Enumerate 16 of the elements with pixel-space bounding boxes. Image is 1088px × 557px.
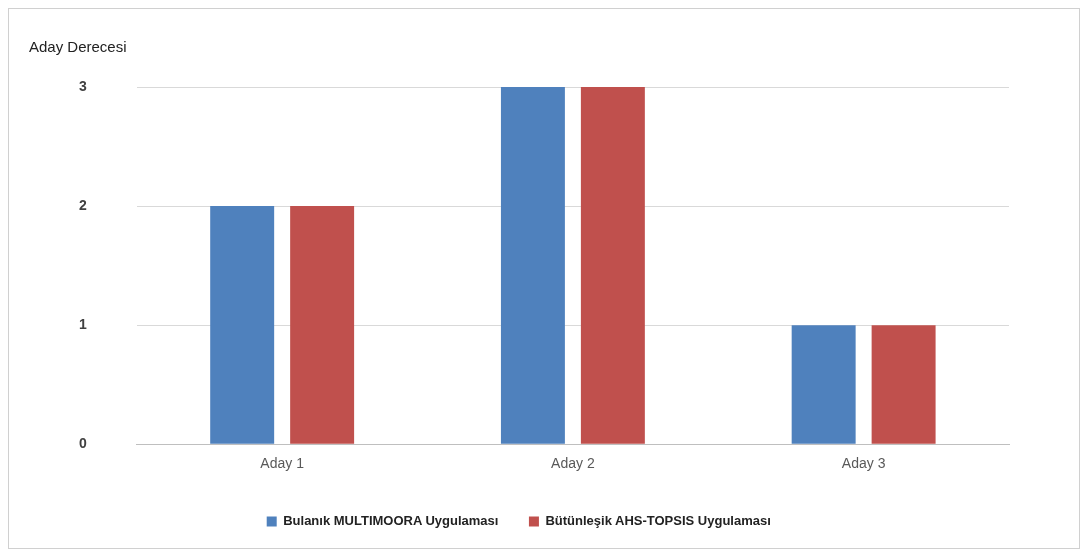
legend-label: Bulanık MULTIMOORA Uygulaması xyxy=(283,513,499,529)
x-tick-label: Aday 2 xyxy=(551,455,595,472)
y-tick-label: 1 xyxy=(78,315,87,332)
bar xyxy=(290,206,355,444)
y-tick-label: 0 xyxy=(78,435,87,452)
bar xyxy=(580,87,645,444)
bar xyxy=(500,87,565,444)
y-tick-label: 3 xyxy=(78,77,87,94)
y-tick-label: 2 xyxy=(78,196,87,213)
legend-label: Bütünleşik AHS-TOPSIS Uygulaması xyxy=(545,513,771,529)
bar xyxy=(871,325,936,444)
x-tick-label: Aday 3 xyxy=(841,455,886,472)
bar xyxy=(210,206,275,444)
bar xyxy=(791,325,856,444)
x-tick-label: Aday 1 xyxy=(260,455,305,472)
chart-title: Aday Derecesi xyxy=(29,38,127,56)
